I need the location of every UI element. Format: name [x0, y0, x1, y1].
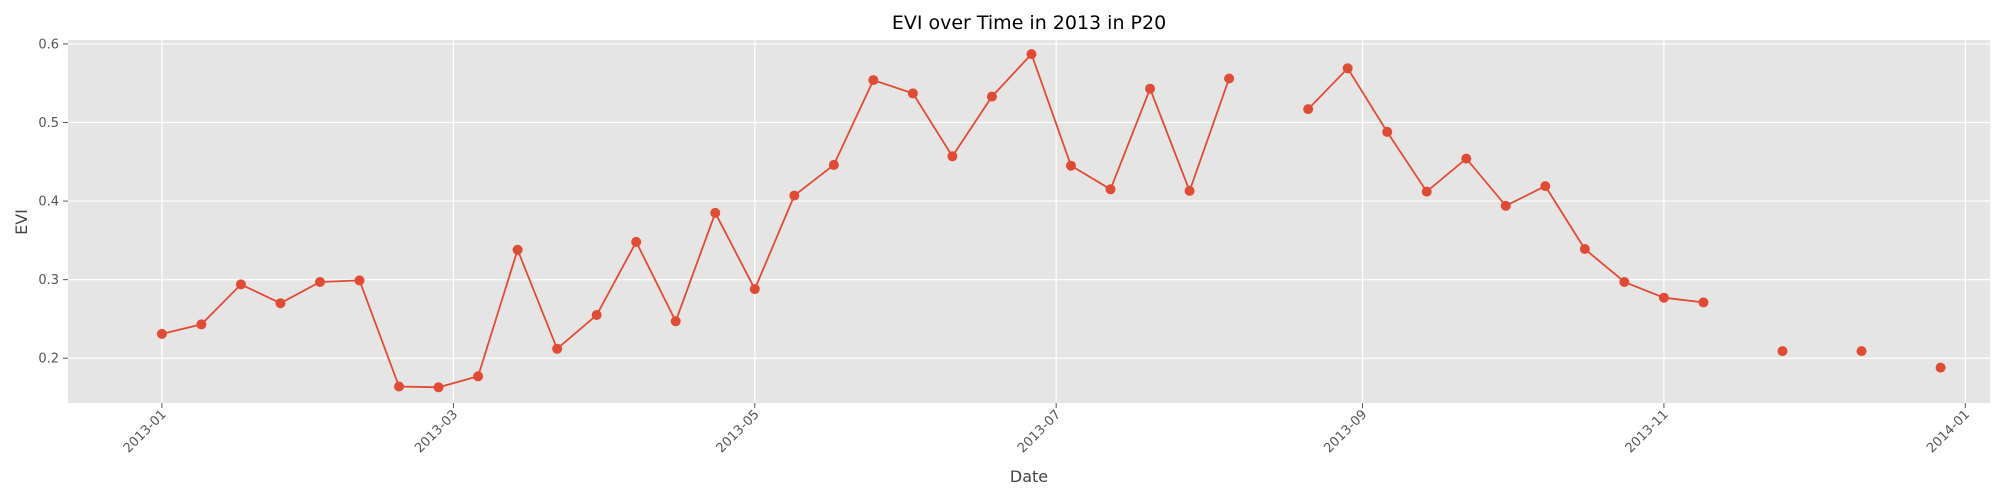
data-point	[1342, 63, 1353, 74]
x-tick-label: 2013-03	[412, 407, 461, 456]
data-point	[1184, 185, 1195, 196]
data-point	[1461, 153, 1472, 164]
x-tick-label: 2014-01	[1924, 407, 1973, 456]
data-point	[1224, 73, 1235, 84]
data-point	[1856, 346, 1867, 357]
data-point	[1698, 297, 1709, 308]
data-point	[670, 316, 681, 327]
x-tick-label: 2013-09	[1321, 407, 1370, 456]
data-point	[354, 275, 365, 286]
data-point	[749, 284, 760, 295]
plot-area	[68, 40, 1990, 403]
y-tick-label: 0.6	[38, 37, 59, 52]
x-tick-label: 2013-05	[714, 407, 763, 456]
y-tick-label: 0.5	[38, 116, 59, 131]
data-point	[710, 207, 721, 218]
data-point	[947, 151, 958, 162]
data-point	[1540, 181, 1551, 192]
data-point	[196, 319, 207, 330]
data-point	[394, 381, 405, 392]
y-tick-label: 0.3	[38, 273, 59, 288]
y-axis-label: EVI	[12, 209, 31, 235]
data-point	[473, 371, 484, 382]
x-tick-label: 2013-11	[1623, 407, 1672, 456]
data-point	[591, 310, 602, 320]
data-point	[1777, 346, 1788, 357]
data-point	[631, 236, 642, 247]
x-axis-label: Date	[1010, 467, 1048, 486]
data-point	[314, 277, 325, 287]
series-point-group	[156, 49, 1946, 393]
x-gridlines	[161, 40, 1966, 403]
x-tick-label: 2013-01	[121, 407, 170, 456]
data-point	[1500, 200, 1511, 211]
data-point	[986, 91, 997, 102]
y-axis-ticks: 0.2 0.3 0.4 0.5 0.6	[38, 37, 68, 367]
data-point	[828, 159, 839, 170]
data-point	[275, 298, 286, 309]
chart-title: EVI over Time in 2013 in P20	[892, 12, 1166, 34]
data-point	[552, 343, 563, 354]
data-point	[1145, 83, 1156, 94]
y-gridlines	[68, 43, 1990, 359]
data-point	[1105, 184, 1116, 195]
x-axis-ticks: 2013-01 2013-03 2013-05 2013-07 2013-09 2013-…	[121, 403, 1973, 456]
data-point	[1382, 126, 1393, 137]
data-point	[1579, 244, 1590, 254]
y-tick-label: 0.2	[38, 352, 59, 367]
x-tick-label: 2013-07	[1015, 407, 1064, 456]
data-point	[1935, 362, 1946, 373]
data-point	[789, 190, 800, 201]
data-point	[907, 88, 918, 99]
data-point	[1658, 292, 1669, 303]
data-point	[1619, 277, 1630, 287]
data-point	[1303, 104, 1314, 115]
data-point	[868, 75, 879, 86]
series-line-segment	[161, 52, 1230, 389]
y-tick-label: 0.4	[38, 195, 59, 210]
data-point	[1065, 160, 1076, 171]
data-point	[1026, 49, 1037, 60]
data-point	[1421, 186, 1432, 197]
data-point	[235, 279, 246, 290]
data-point	[156, 328, 167, 339]
data-point	[433, 382, 444, 393]
data-point	[512, 244, 523, 255]
